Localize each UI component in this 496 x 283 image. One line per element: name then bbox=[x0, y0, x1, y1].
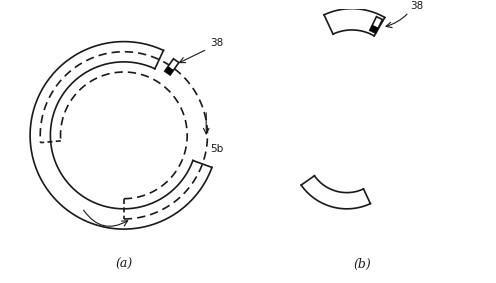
Polygon shape bbox=[370, 25, 378, 33]
Text: 38: 38 bbox=[411, 1, 424, 11]
Polygon shape bbox=[165, 59, 179, 75]
Text: (a): (a) bbox=[115, 258, 132, 271]
Text: 38: 38 bbox=[210, 38, 223, 48]
Polygon shape bbox=[370, 17, 382, 33]
Polygon shape bbox=[165, 66, 174, 75]
Text: (b): (b) bbox=[353, 258, 371, 271]
Text: 5b: 5b bbox=[210, 144, 223, 155]
